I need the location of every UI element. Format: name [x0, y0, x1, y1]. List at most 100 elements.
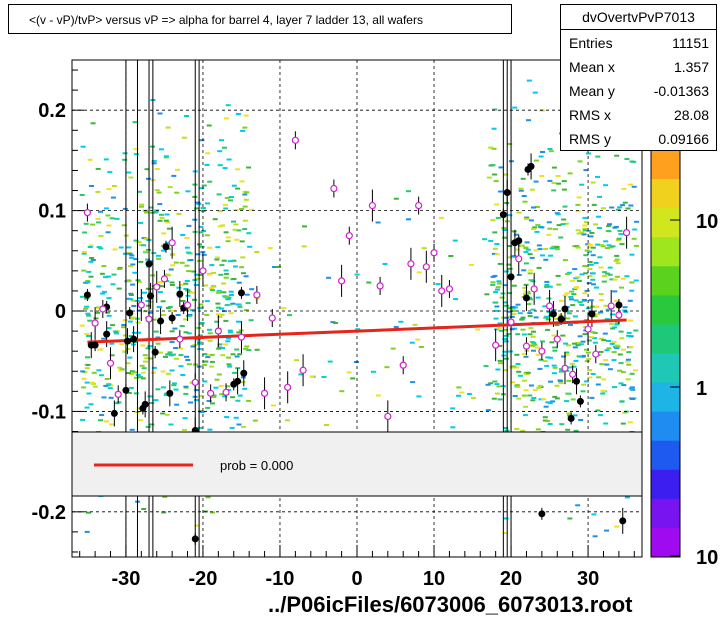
profile-point [503, 189, 511, 197]
scatter-bin [612, 326, 618, 329]
scatter-bin [571, 342, 577, 345]
scatter-bin [490, 281, 496, 284]
scatter-bin [448, 255, 454, 257]
scatter-bin [112, 248, 118, 251]
scatter-bin [166, 372, 171, 375]
scatter-bin [168, 268, 174, 271]
scatter-bin [614, 321, 620, 324]
scatter-bin [628, 204, 634, 207]
scatter-bin [632, 228, 638, 231]
scatter-bin [602, 271, 608, 274]
open-point [299, 366, 307, 374]
scatter-bin [294, 359, 300, 362]
scatter-bin [569, 290, 575, 293]
scatter-bin [103, 384, 109, 387]
scatter-bin [586, 282, 592, 285]
scatter-bin [175, 314, 181, 316]
scatter-bin [598, 311, 604, 314]
scatter-bin [231, 259, 237, 262]
scatter-bin [106, 275, 111, 278]
scatter-bin [184, 237, 190, 239]
scatter-bin [221, 282, 227, 285]
scatter-bin [231, 220, 236, 223]
scatter-bin [497, 262, 503, 265]
scatter-bin [228, 294, 234, 296]
scatter-bin [629, 289, 635, 292]
scatter-bin [570, 304, 576, 307]
scatter-bin [129, 256, 135, 259]
scatter-bin [198, 303, 204, 306]
scatter-bin [583, 272, 589, 275]
scatter-bin [497, 282, 502, 285]
scatter-bin [87, 246, 93, 248]
scatter-bin [535, 224, 541, 227]
scatter-bin [327, 360, 333, 363]
scatter-bin [184, 115, 189, 117]
scatter-bin [575, 276, 581, 279]
scatter-bin [527, 272, 533, 275]
scatter-bin [184, 355, 189, 358]
scatter-bin [549, 341, 555, 344]
scatter-bin [625, 378, 631, 381]
scatter-bin [558, 368, 564, 371]
scatter-bin [106, 383, 112, 386]
scatter-bin [507, 143, 513, 145]
scatter-bin [547, 179, 553, 182]
scatter-bin [565, 317, 571, 320]
scatter-bin [580, 390, 586, 393]
scatter-bin [596, 376, 602, 379]
scatter-bin [631, 237, 637, 240]
scatter-bin [223, 343, 228, 346]
scatter-bin [609, 206, 615, 209]
scatter-bin [609, 342, 615, 345]
scatter-bin [544, 285, 550, 288]
scatter-bin [562, 259, 568, 262]
scatter-bin [226, 337, 231, 340]
scatter-bin [218, 273, 224, 276]
scatter-bin [108, 384, 114, 387]
colorbar-segment [651, 527, 680, 558]
colorbar-segment [651, 150, 680, 180]
scatter-bin [85, 312, 91, 315]
scatter-bin [591, 337, 597, 340]
scatter-bin [503, 427, 509, 429]
scatter-bin [107, 171, 113, 174]
scatter-bin [587, 369, 593, 372]
scatter-bin [524, 217, 529, 220]
scatter-bin [606, 230, 612, 233]
scatter-bin [151, 252, 157, 255]
scatter-bin [554, 384, 560, 387]
scatter-bin [216, 306, 222, 309]
scatter-bin [494, 328, 500, 331]
scatter-bin [245, 302, 251, 305]
scatter-bin [482, 238, 488, 241]
scatter-bin [144, 168, 150, 171]
scatter-bin [630, 388, 636, 391]
scatter-bin [497, 398, 503, 401]
scatter-bin [222, 146, 227, 149]
scatter-bin [207, 428, 213, 431]
scatter-bin [607, 223, 612, 226]
scatter-bin [595, 243, 601, 246]
scatter-bin [197, 348, 203, 351]
scatter-bin [597, 256, 603, 259]
scatter-bin [494, 243, 500, 245]
scatter-bin [542, 416, 548, 419]
scatter-bin [535, 296, 541, 299]
scatter-bin [114, 332, 119, 335]
scatter-bin [558, 382, 564, 385]
scatter-bin [533, 249, 539, 252]
scatter-bin [157, 112, 163, 115]
scatter-bin [180, 234, 186, 236]
scatter-bin [509, 315, 515, 318]
scatter-bin [197, 426, 203, 429]
scatter-bin [523, 389, 529, 392]
scatter-bin [469, 263, 474, 266]
scatter-bin [587, 246, 593, 249]
scatter-bin [179, 261, 185, 264]
scatter-bin [148, 357, 154, 360]
open-point [99, 305, 107, 313]
scatter-bin [524, 241, 530, 244]
scatter-bin [201, 230, 206, 232]
scatter-bin [625, 360, 631, 363]
